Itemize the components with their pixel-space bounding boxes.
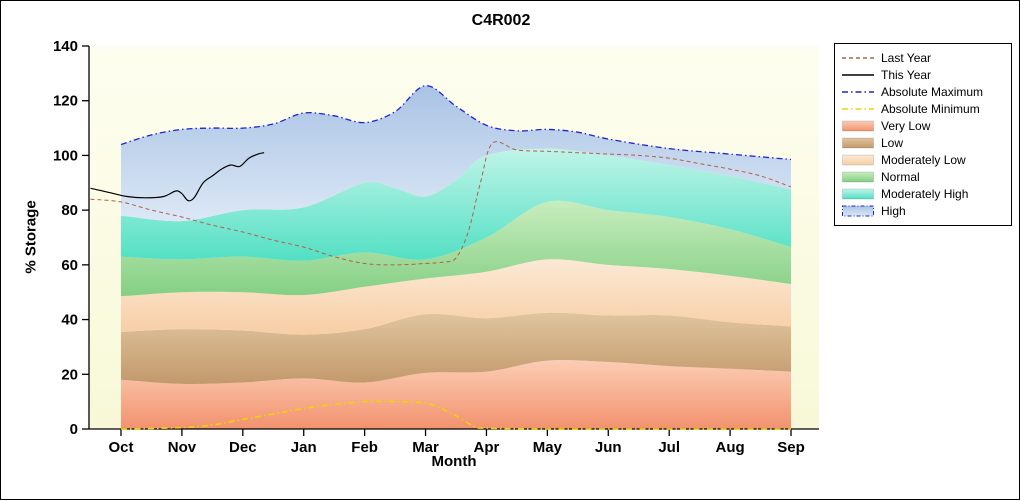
legend-item-this-year: This Year [841,68,1005,82]
legend-line-sample [842,57,874,59]
legend-label: Absolute Minimum [881,102,980,116]
legend-item-last-year: Last Year [841,51,1005,65]
legend-item-very-low: Very Low [841,119,1005,133]
svg-text:Jul: Jul [658,439,680,456]
legend-label: Absolute Maximum [881,85,984,99]
svg-text:Sep: Sep [777,439,805,456]
legend-label: This Year [881,68,932,82]
svg-text:140: 140 [53,38,78,55]
legend-label: High [881,204,906,218]
legend-item-absolute-maximum: Absolute Maximum [841,85,1005,99]
legend-line-sample [842,74,874,76]
svg-text:60: 60 [61,257,78,274]
legend-label: Normal [881,170,920,184]
svg-text:Apr: Apr [474,439,500,456]
chart-legend: Last Year This Year Absolute Maximum Absolu… [834,43,1012,226]
svg-text:20: 20 [61,366,78,383]
y-axis-label: % Storage [22,200,40,274]
svg-text:May: May [533,439,563,456]
chart-title: C4R002 [471,12,531,29]
legend-item-moderately-high: Moderately High [841,187,1005,201]
legend-item-high: High [841,204,1005,218]
legend-color-swatch [842,137,874,149]
svg-text:Feb: Feb [351,439,378,456]
legend-color-swatch [842,171,874,183]
legend-label: Low [881,136,904,150]
legend-label: Moderately Low [881,153,966,167]
legend-item-normal: Normal [841,170,1005,184]
svg-text:Jan: Jan [291,439,317,456]
svg-text:0: 0 [70,421,78,438]
legend-line-sample [842,108,874,110]
legend-item-moderately-low: Moderately Low [841,153,1005,167]
svg-text:120: 120 [53,93,78,110]
legend-color-swatch [842,205,874,217]
svg-text:Nov: Nov [168,439,197,456]
legend-label: Moderately High [881,187,969,201]
legend-line-sample [842,91,874,93]
svg-text:Jun: Jun [595,439,622,456]
svg-text:Aug: Aug [716,439,745,456]
legend-color-swatch [842,154,874,166]
legend-item-absolute-minimum: Absolute Minimum [841,102,1005,116]
legend-label: Very Low [881,119,931,133]
legend-color-swatch [842,188,874,200]
svg-text:100: 100 [53,147,78,164]
svg-text:Oct: Oct [108,439,133,456]
legend-color-swatch [842,120,874,132]
x-axis-label: Month [431,453,477,470]
svg-text:Dec: Dec [229,439,257,456]
svg-text:40: 40 [61,312,78,329]
svg-text:80: 80 [61,202,78,219]
legend-label: Last Year [881,51,932,65]
svg-text:Mar: Mar [412,439,439,456]
legend-item-low: Low [841,136,1005,150]
